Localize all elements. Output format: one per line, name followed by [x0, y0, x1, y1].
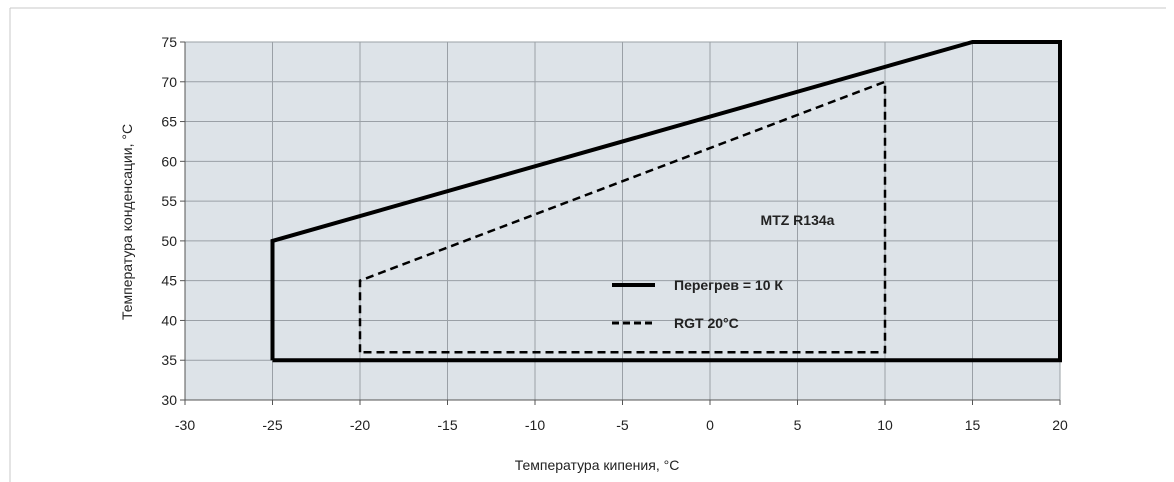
- plot-area: -30 -25 -20 -15 -10 -5 0 5 10 15 20 30 35 40 45 50 55 60…: [161, 34, 1068, 433]
- y-tick-label: 65: [161, 114, 177, 130]
- x-tick-label: -5: [616, 417, 629, 433]
- x-tick-label: -10: [525, 417, 545, 433]
- y-tick-label: 70: [161, 74, 177, 90]
- y-tick-label: 50: [161, 233, 177, 249]
- annotations: MTZ R134a: [761, 212, 835, 228]
- x-tick-label: -30: [175, 417, 195, 433]
- x-tick-label: 10: [877, 417, 893, 433]
- series-layer: [270, 40, 1062, 363]
- legend-label: Перегрев = 10 К: [674, 277, 783, 293]
- y-tick-label: 40: [161, 312, 177, 328]
- legend: Перегрев = 10 К RGT 20°C: [612, 277, 783, 331]
- legend-label: RGT 20°C: [674, 315, 739, 331]
- x-tick-label: 5: [794, 417, 802, 433]
- x-tick-label: 20: [1052, 417, 1068, 433]
- x-tick-label: 0: [706, 417, 714, 433]
- y-tick-label: 35: [161, 352, 177, 368]
- y-tick-label: 60: [161, 153, 177, 169]
- x-axis-title: Температура кипения, °C: [515, 457, 680, 473]
- annotation-model-label: MTZ R134a: [761, 212, 835, 228]
- y-axis-title: Температура конденсации, °C: [119, 124, 135, 320]
- x-tick-label: -20: [350, 417, 370, 433]
- series-superheat-10k-envelope: [270, 40, 1062, 363]
- y-tick-label: 55: [161, 193, 177, 209]
- y-tick-label: 75: [161, 34, 177, 50]
- x-tick-label: 15: [965, 417, 981, 433]
- y-tick-label: 45: [161, 273, 177, 289]
- x-tick-label: -15: [437, 417, 457, 433]
- y-tick-labels: 30 35 40 45 50 55 60 65 70 75: [161, 34, 185, 408]
- y-tick-label: 30: [161, 392, 177, 408]
- x-tick-label: -25: [262, 417, 282, 433]
- x-tick-labels: -30 -25 -20 -15 -10 -5 0 5 10 15 20: [175, 400, 1068, 433]
